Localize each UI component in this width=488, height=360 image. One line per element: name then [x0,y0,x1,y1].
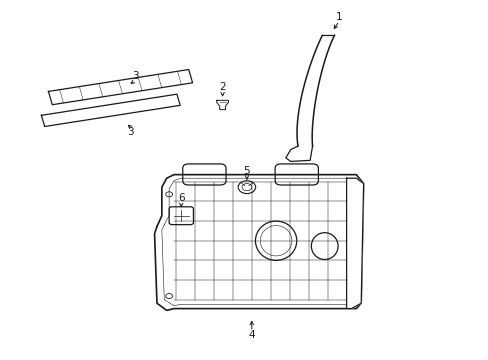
Text: 6: 6 [178,193,184,203]
Text: 2: 2 [219,82,225,92]
Text: 3: 3 [127,127,133,137]
Ellipse shape [311,233,337,260]
Text: 5: 5 [243,166,250,176]
FancyBboxPatch shape [275,164,318,185]
Text: 1: 1 [335,13,342,22]
Text: 3: 3 [132,71,138,81]
Text: 4: 4 [248,330,255,341]
FancyBboxPatch shape [183,164,225,185]
Polygon shape [346,178,363,309]
Circle shape [238,181,255,194]
Ellipse shape [255,221,296,260]
FancyBboxPatch shape [169,207,193,225]
